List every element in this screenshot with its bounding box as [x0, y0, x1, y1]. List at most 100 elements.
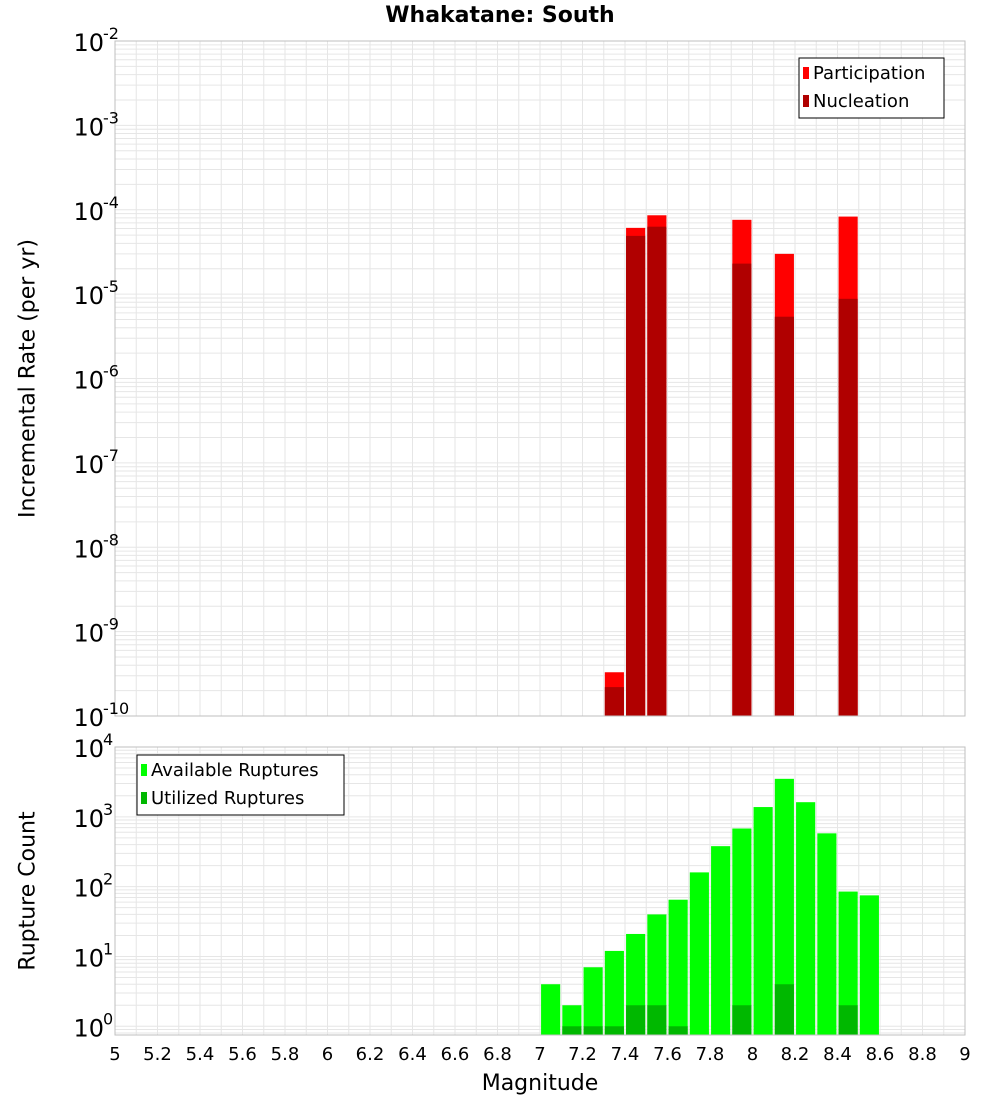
- bar-utilized-ruptures: [647, 1005, 667, 1035]
- y-tick-exponent: 4: [103, 730, 113, 749]
- bar-available-ruptures: [838, 891, 858, 1035]
- top-frame: [114, 40, 966, 717]
- bar-nucleation: [774, 316, 794, 716]
- x-tick-label: 8.6: [866, 1044, 895, 1065]
- y-tick-exponent: -7: [103, 446, 119, 465]
- y-tick-label: 10: [73, 1014, 104, 1042]
- bar-utilized-ruptures: [668, 1026, 688, 1035]
- y-tick-label: 10: [73, 367, 104, 395]
- bar-available-ruptures: [647, 914, 667, 1035]
- legend-entry: Utilized Ruptures: [151, 788, 304, 809]
- bar-available-ruptures: [541, 984, 561, 1035]
- bar-utilized-ruptures: [838, 1005, 858, 1035]
- y-tick-label: 10: [73, 282, 104, 310]
- bar-available-ruptures: [732, 828, 752, 1035]
- x-tick-label: 7.4: [611, 1044, 640, 1065]
- bar-available-ruptures: [796, 802, 816, 1035]
- x-ticks: 5 5.2 5.4 5.6 5.8 6 6.2 6.4 6.6 6.8 7 7.2 7.4 7.6 7.8 8…: [109, 1044, 970, 1065]
- y-tick-label: 10: [73, 113, 104, 141]
- x-tick-label: 8.8: [908, 1044, 937, 1065]
- x-tick-label: 9: [959, 1044, 970, 1065]
- bar-available-ruptures: [753, 807, 773, 1035]
- legend-box: [136, 754, 345, 816]
- x-tick-label: 7: [534, 1044, 545, 1065]
- y-tick-label: 10: [73, 198, 104, 226]
- bar-utilized-ruptures: [732, 1005, 752, 1035]
- y-tick-exponent: 1: [103, 939, 113, 958]
- y-tick-exponent: 0: [103, 1009, 113, 1028]
- x-tick-label: 8: [747, 1044, 758, 1065]
- top-panel: 10-210-310-410-510-610-710-810-910-10 Pa…: [16, 24, 966, 732]
- bar-utilized-ruptures: [626, 1005, 646, 1035]
- y-tick-label: 10: [73, 29, 104, 57]
- bar-available-ruptures: [689, 872, 709, 1035]
- y-tick-exponent: -4: [103, 193, 119, 212]
- y-tick-exponent: -6: [103, 362, 119, 381]
- y-tick-exponent: -3: [103, 108, 119, 127]
- legend-entry: Available Ruptures: [151, 760, 319, 781]
- legend-entry: Nucleation: [813, 91, 909, 112]
- bar-available-ruptures: [774, 778, 794, 1035]
- chart-title: Whakatane: South: [385, 3, 614, 28]
- y-tick-exponent: -2: [103, 24, 119, 43]
- bottom-frame: [114, 746, 966, 1036]
- top-y-ticks: 10-210-310-410-510-610-710-810-910-10: [73, 24, 129, 732]
- x-tick-label: 6.8: [483, 1044, 512, 1065]
- bar-nucleation: [626, 235, 646, 716]
- y-tick-exponent: -8: [103, 530, 119, 549]
- y-tick-exponent: -5: [103, 277, 119, 296]
- y-tick-exponent: 2: [103, 870, 113, 889]
- bar-available-ruptures: [668, 899, 688, 1035]
- top-legend: Participation Nucleation: [798, 57, 945, 119]
- bar-utilized-ruptures: [562, 1026, 582, 1035]
- x-tick-label: 5.8: [271, 1044, 300, 1065]
- bar-available-ruptures: [604, 950, 624, 1035]
- legend-entry: Participation: [813, 63, 925, 84]
- bar-available-ruptures: [859, 895, 879, 1035]
- legend-swatch: [141, 764, 147, 776]
- x-tick-label: 7.6: [653, 1044, 682, 1065]
- top-y-axis-label: Incremental Rate (per yr): [16, 239, 41, 518]
- bar-nucleation: [604, 687, 624, 716]
- y-tick-label: 10: [73, 805, 104, 833]
- legend-swatch: [803, 95, 809, 107]
- bottom-legend: Available Ruptures Utilized Ruptures: [136, 754, 345, 816]
- bar-utilized-ruptures: [604, 1026, 624, 1035]
- x-tick-label: 5.6: [228, 1044, 257, 1065]
- x-tick-label: 6.2: [356, 1044, 385, 1065]
- y-tick-label: 10: [73, 735, 104, 763]
- y-tick-exponent: -10: [103, 699, 129, 718]
- bar-available-ruptures: [817, 833, 837, 1035]
- y-tick-label: 10: [73, 620, 104, 648]
- legend-swatch: [141, 792, 147, 804]
- y-tick-label: 10: [73, 875, 104, 903]
- y-tick-label: 10: [73, 704, 104, 732]
- x-tick-label: 5.4: [186, 1044, 215, 1065]
- y-tick-exponent: -9: [103, 615, 119, 634]
- legend-box: [798, 57, 945, 119]
- top-bars: [604, 215, 858, 717]
- bar-utilized-ruptures: [583, 1026, 603, 1035]
- bar-available-ruptures: [711, 846, 731, 1035]
- bar-utilized-ruptures: [774, 984, 794, 1035]
- x-tick-label: 8.2: [781, 1044, 810, 1065]
- x-tick-label: 6.4: [398, 1044, 427, 1065]
- x-tick-label: 5: [109, 1044, 120, 1065]
- bottom-bars: [541, 778, 879, 1035]
- x-tick-label: 6.6: [441, 1044, 470, 1065]
- y-tick-label: 10: [73, 944, 104, 972]
- bar-available-ruptures: [583, 967, 603, 1035]
- x-tick-label: 6: [322, 1044, 333, 1065]
- y-tick-exponent: 3: [103, 800, 113, 819]
- bar-nucleation: [732, 263, 752, 716]
- x-tick-label: 8.4: [823, 1044, 852, 1065]
- x-tick-label: 5.2: [143, 1044, 172, 1065]
- bar-nucleation: [647, 226, 667, 716]
- bar-nucleation: [838, 298, 858, 716]
- legend-swatch: [803, 67, 809, 79]
- x-axis-label: Magnitude: [482, 1071, 599, 1096]
- top-grid: [114, 40, 966, 717]
